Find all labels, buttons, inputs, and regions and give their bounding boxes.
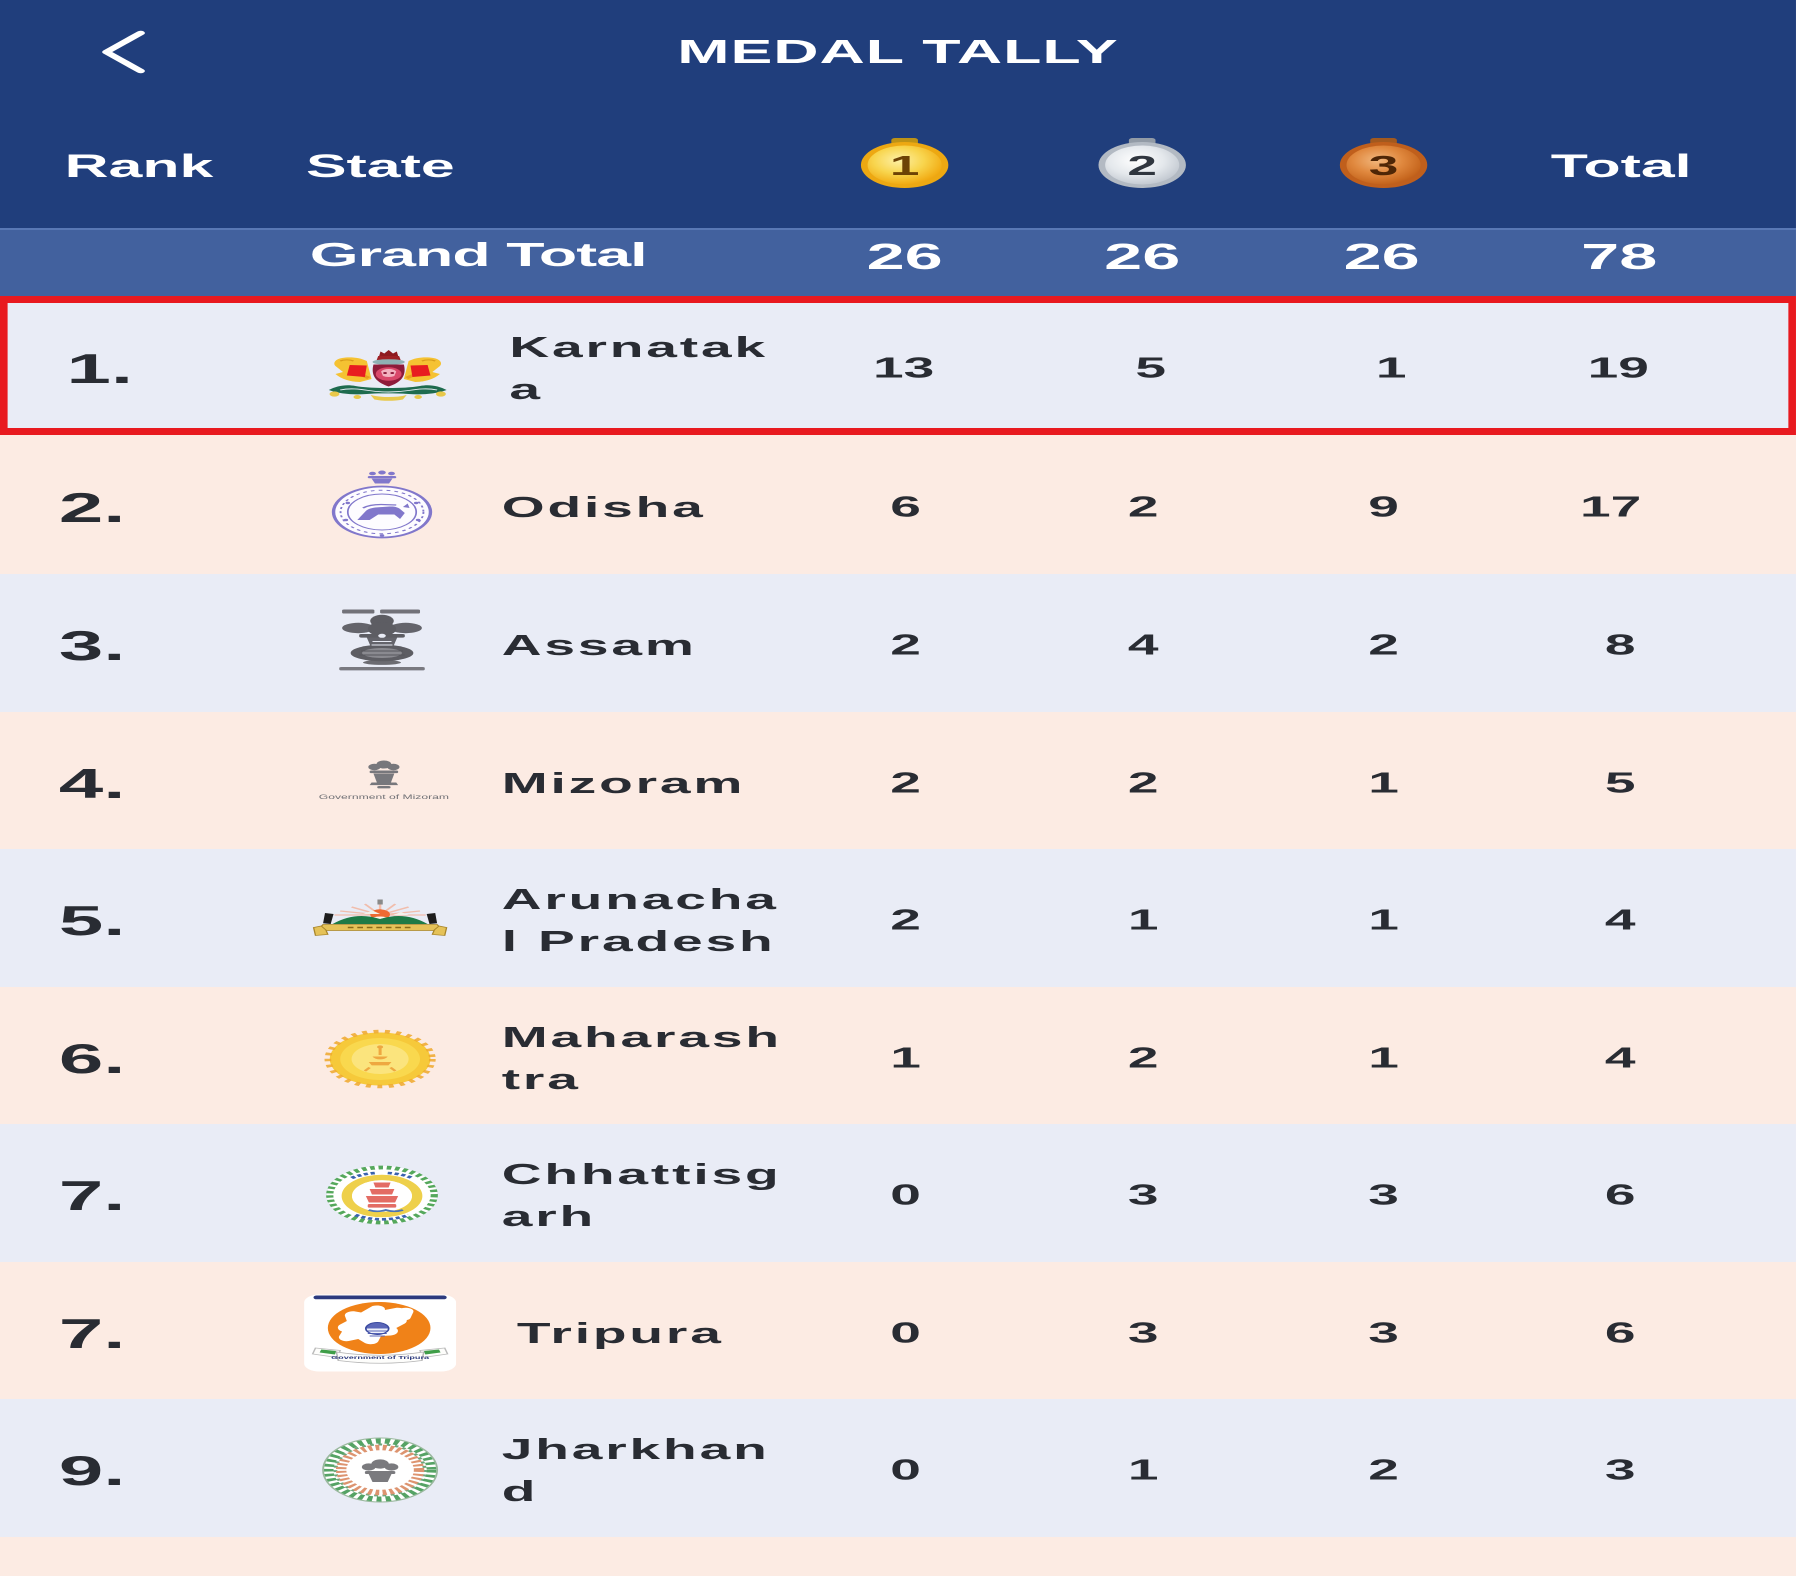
svg-text:2: 2 [1127, 151, 1157, 182]
svg-text:3: 3 [1369, 151, 1399, 182]
svg-text:Government of Mizoram: Government of Mizoram [319, 794, 449, 801]
svg-text:1: 1 [890, 151, 920, 182]
svg-text:Government of Tripura: Government of Tripura [331, 1354, 430, 1360]
